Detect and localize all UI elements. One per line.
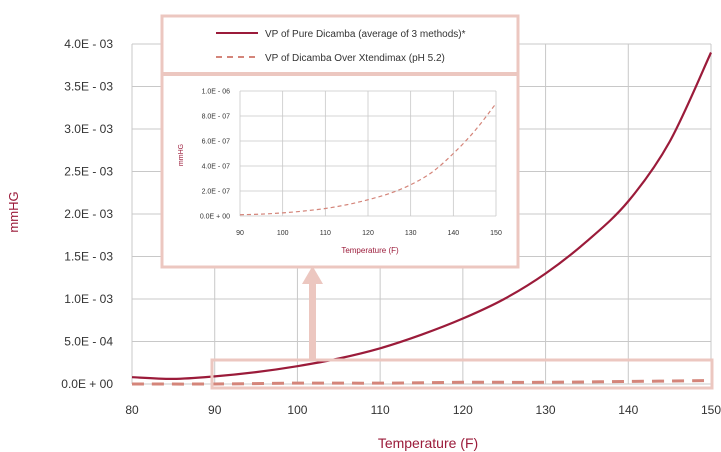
legend-label-xtendimax: VP of Dicamba Over Xtendimax (pH 5.2) <box>265 53 445 64</box>
inset-y-axis-label: mmHG <box>178 144 185 166</box>
inset-x-tick-label: 130 <box>405 230 417 237</box>
inset-x-tick-labels: 90 100 110 120 130 140 150 <box>236 230 502 237</box>
main-x-tick-label: 150 <box>701 403 721 417</box>
inset-x-tick-label: 120 <box>362 230 374 237</box>
main-y-tick-label: 3.0E - 03 <box>64 122 113 136</box>
main-y-tick-label: 2.5E - 03 <box>64 165 113 179</box>
inset-series-line-0 <box>239 103 497 216</box>
inset-x-tick-label: 150 <box>490 230 502 237</box>
main-x-tick-label: 130 <box>536 403 556 417</box>
main-y-tick-label: 1.0E - 03 <box>64 292 113 306</box>
zoom-region-highlight <box>210 358 714 390</box>
main-x-tick-labels: 80 90 100 110 120 130 140 150 <box>125 403 721 417</box>
main-y-axis-label: mmHG <box>6 191 21 232</box>
main-series-lines <box>131 52 712 386</box>
main-x-tick-label: 120 <box>453 403 473 417</box>
inset-gridlines <box>239 90 497 217</box>
inset-x-axis-label: Temperature (F) <box>341 246 399 255</box>
inset-x-tick-label: 110 <box>320 230 331 237</box>
legend-divider <box>162 72 518 76</box>
main-y-tick-label: 5.0E - 04 <box>64 335 113 349</box>
main-series-line-0 <box>131 52 712 381</box>
zoom-arrow-icon <box>302 266 323 284</box>
main-x-tick-label: 140 <box>618 403 638 417</box>
legend-label-pure-dicamba: VP of Pure Dicamba (average of 3 methods… <box>265 29 466 40</box>
main-y-tick-label: 0.0E + 00 <box>61 377 113 391</box>
main-y-tick-label: 3.5E - 03 <box>64 80 113 94</box>
legend: VP of Pure Dicamba (average of 3 methods… <box>216 29 466 64</box>
inset-y-tick-label: 4.0E - 07 <box>202 163 231 170</box>
inset-x-tick-label: 140 <box>447 230 459 237</box>
zoom-connector-bar <box>309 283 316 360</box>
inset-y-tick-label: 2.0E - 07 <box>202 188 231 195</box>
main-x-tick-label: 110 <box>371 403 390 417</box>
main-y-tick-label: 1.5E - 03 <box>64 250 113 264</box>
main-y-tick-label: 4.0E - 03 <box>64 37 113 51</box>
main-y-tick-label: 2.0E - 03 <box>64 207 113 221</box>
main-x-tick-label: 90 <box>208 403 222 417</box>
main-x-axis-label: Temperature (F) <box>378 435 478 451</box>
main-x-tick-label: 100 <box>287 403 307 417</box>
inset-x-tick-label: 100 <box>277 230 289 237</box>
main-x-tick-label: 80 <box>125 403 139 417</box>
inset-y-tick-label: 1.0E - 06 <box>202 88 231 95</box>
inset-y-tick-label: 0.0E + 00 <box>200 213 230 220</box>
main-y-tick-labels: 0.0E + 00 5.0E - 04 1.0E - 03 1.5E - 03 2.0E… <box>61 37 113 391</box>
inset-x-tick-label: 90 <box>236 230 244 237</box>
main-series-line-1 <box>131 379 712 386</box>
inset-y-tick-label: 8.0E - 07 <box>202 113 231 120</box>
inset-y-tick-labels: 0.0E + 00 2.0E - 07 4.0E - 07 6.0E - 07 8.0E… <box>200 88 230 220</box>
inset-y-tick-label: 6.0E - 07 <box>202 138 231 145</box>
inset-panel: VP of Pure Dicamba (average of 3 methods… <box>160 14 520 269</box>
inset-series-lines <box>239 103 497 216</box>
